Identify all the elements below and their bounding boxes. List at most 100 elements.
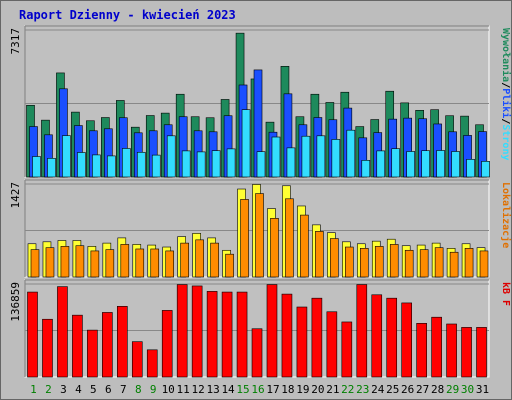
bar-kb bbox=[87, 329, 98, 378]
bar-kb bbox=[176, 284, 188, 378]
x-tick-label: 18 bbox=[281, 383, 294, 396]
bar-lokalizacje bbox=[105, 249, 115, 278]
legend-top: Wywołania/Pliki/Strony bbox=[500, 28, 512, 160]
bar-lokalizacje bbox=[464, 248, 474, 278]
bar-lokalizacje bbox=[165, 250, 175, 278]
legend-entry: Strony bbox=[500, 124, 511, 160]
bar-kb bbox=[117, 306, 128, 378]
bar-kb bbox=[281, 293, 293, 378]
x-tick-label: 15 bbox=[236, 383, 249, 396]
x-tick-label: 28 bbox=[431, 383, 444, 396]
x-tick-label: 19 bbox=[296, 383, 309, 396]
x-tick-label: 21 bbox=[326, 383, 339, 396]
bar-kb bbox=[161, 310, 173, 378]
bar-lokalizacje bbox=[285, 198, 294, 278]
bar-lokalizacje bbox=[45, 247, 55, 278]
x-tick-label: 5 bbox=[90, 383, 97, 396]
bar-kb bbox=[191, 285, 203, 378]
bar-kb bbox=[72, 314, 83, 378]
bar-lokalizacje bbox=[180, 242, 189, 278]
bar-strony bbox=[406, 151, 415, 178]
bar-strony bbox=[436, 150, 445, 178]
bar-lokalizacje bbox=[135, 248, 145, 278]
bar-kb bbox=[27, 291, 38, 378]
bar-kb bbox=[42, 318, 53, 378]
x-tick-label: 4 bbox=[75, 383, 82, 396]
bar-strony bbox=[421, 150, 430, 178]
bar-strony bbox=[181, 150, 191, 178]
bar-lokalizacje bbox=[374, 246, 384, 278]
bar-lokalizacje bbox=[195, 239, 204, 278]
bar-lokalizacje bbox=[434, 247, 444, 278]
bar-kb bbox=[431, 316, 442, 378]
x-tick-label: 31 bbox=[476, 383, 489, 396]
x-tick-label: 10 bbox=[162, 383, 175, 396]
bar-strony bbox=[286, 147, 296, 178]
y-max-label: 136859 bbox=[9, 282, 22, 322]
bar-kb bbox=[326, 311, 338, 378]
bar-strony bbox=[376, 150, 386, 178]
bar-kb bbox=[131, 341, 143, 378]
bar-lokalizacje bbox=[75, 245, 85, 278]
bar-lokalizacje bbox=[315, 231, 324, 278]
bar-lokalizacje bbox=[225, 253, 234, 278]
bar-strony bbox=[77, 152, 86, 178]
bar-kb bbox=[146, 349, 158, 378]
bar-kb bbox=[416, 323, 427, 378]
bar-kb bbox=[386, 297, 398, 378]
x-tick-label: 26 bbox=[401, 383, 414, 396]
x-tick-label: 9 bbox=[150, 383, 157, 396]
bar-kb bbox=[236, 291, 248, 378]
x-tick-label: 13 bbox=[206, 383, 219, 396]
x-tick-label: 3 bbox=[60, 383, 67, 396]
bar-kb bbox=[57, 286, 68, 378]
legend-bottom: kB F bbox=[500, 282, 511, 306]
bar-kb bbox=[356, 284, 368, 378]
bar-lokalizacje bbox=[150, 248, 160, 278]
legend-separator: / bbox=[500, 82, 511, 88]
bar-lokalizacje bbox=[90, 250, 100, 278]
bar-lokalizacje bbox=[60, 246, 70, 278]
legend-entry: Wywołania bbox=[500, 28, 512, 82]
bar-kb bbox=[371, 294, 383, 378]
bar-strony bbox=[391, 148, 401, 178]
bar-kb bbox=[102, 312, 113, 378]
y-max-label: 7317 bbox=[9, 28, 22, 55]
bar-strony bbox=[226, 148, 236, 178]
bar-strony bbox=[107, 155, 116, 178]
bar-strony bbox=[62, 135, 71, 178]
bar-strony bbox=[256, 151, 266, 178]
x-tick-label: 16 bbox=[251, 383, 264, 396]
bar-strony bbox=[451, 151, 460, 178]
legend-middle: Lokalizacje bbox=[500, 182, 512, 248]
bar-kb bbox=[251, 328, 263, 378]
bar-strony bbox=[196, 151, 206, 178]
bar-kb bbox=[311, 297, 323, 378]
x-tick-label: 1 bbox=[30, 383, 37, 396]
x-tick-label: 27 bbox=[416, 383, 429, 396]
x-tick-label: 24 bbox=[371, 383, 385, 396]
legend-entry: Pliki bbox=[500, 88, 512, 118]
bar-kb bbox=[341, 321, 353, 378]
x-tick-label: 29 bbox=[446, 383, 459, 396]
x-tick-label: 22 bbox=[341, 383, 354, 396]
bar-lokalizacje bbox=[330, 238, 339, 278]
bar-lokalizacje bbox=[30, 249, 40, 278]
bar-lokalizacje bbox=[120, 244, 130, 278]
bar-strony bbox=[241, 109, 251, 178]
bar-strony bbox=[47, 158, 56, 178]
bar-strony bbox=[166, 135, 176, 178]
bar-lokalizacje bbox=[389, 244, 399, 278]
bar-kb bbox=[461, 327, 472, 378]
bar-kb bbox=[221, 291, 233, 378]
x-tick-label: 6 bbox=[105, 383, 112, 396]
bar-lokalizacje bbox=[419, 249, 429, 278]
legend-separator: / bbox=[500, 118, 511, 124]
bar-lokalizacje bbox=[300, 214, 309, 278]
bar-strony bbox=[331, 139, 341, 178]
bar-kb bbox=[296, 306, 308, 378]
bar-kb bbox=[206, 291, 218, 378]
bar-strony bbox=[136, 151, 146, 178]
